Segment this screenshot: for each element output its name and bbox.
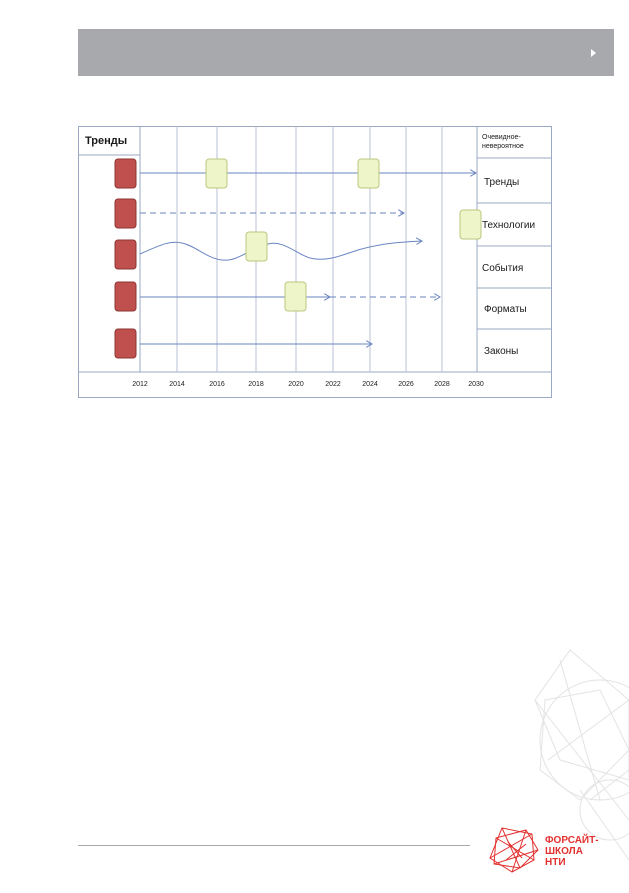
trend-box-3: [114, 239, 137, 270]
event-box-2: [357, 158, 380, 189]
category-events: События: [482, 262, 523, 274]
title-cell: Тренды: [85, 135, 127, 147]
trend-line-3: [139, 241, 422, 261]
category-trends: Тренды: [484, 177, 519, 188]
year-label: 2022: [325, 381, 341, 388]
category-laws: Законы: [484, 346, 518, 357]
event-box-4: [284, 281, 307, 312]
category-formats: Форматы: [484, 304, 527, 315]
trend-box-4: [114, 281, 137, 312]
year-label: 2024: [362, 381, 378, 388]
trend-box-2: [114, 198, 137, 229]
logo-line-1: ФОРСАЙТ-: [545, 835, 599, 846]
category-technologies: Технологии: [482, 220, 535, 231]
category-row-dividers: [477, 157, 552, 330]
logo-text: ФОРСАЙТ- ШКОЛА НТИ: [545, 835, 599, 868]
year-label: 2014: [169, 381, 185, 388]
timeline-diagram: Тренды Очевидное- невероятное Тренды Тех…: [78, 126, 552, 398]
year-label: 2018: [248, 381, 264, 388]
footer-divider: [78, 845, 470, 846]
trend-box-1: [114, 158, 137, 189]
foresight-school-logo-icon: [489, 827, 539, 873]
year-label: 2026: [398, 381, 414, 388]
event-box-3: [245, 231, 268, 262]
event-box-5: [459, 209, 482, 240]
trend-box-5: [114, 328, 137, 359]
year-label: 2020: [288, 381, 304, 388]
play-arrow-icon[interactable]: [591, 49, 596, 57]
logo-line-2: ШКОЛА: [545, 846, 583, 857]
year-label: 2028: [434, 381, 450, 388]
logo-line-3: НТИ: [545, 857, 566, 868]
year-label: 2012: [132, 381, 148, 388]
year-label: 2016: [209, 381, 225, 388]
diagram-frame: [78, 126, 552, 398]
categories-header: Очевидное- невероятное: [482, 134, 524, 150]
event-box-1: [205, 158, 228, 189]
year-label: 2030: [468, 381, 484, 388]
header-bar: [78, 29, 614, 76]
